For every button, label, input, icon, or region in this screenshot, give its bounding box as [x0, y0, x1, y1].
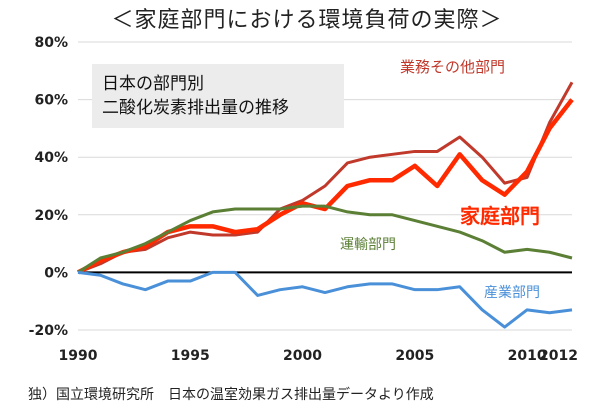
y-tick-label: 0%: [44, 265, 68, 281]
page-title: ＜家庭部門における環境負荷の実際＞: [111, 8, 503, 33]
chart-annotation-box: 日本の部門別 二酸化炭素排出量の推移: [92, 64, 344, 128]
x-tick-label: 2005: [395, 348, 434, 364]
y-tick-label: 20%: [34, 208, 68, 224]
series-label-business: 業務その他部門: [400, 58, 506, 76]
annotation-line-2: 二酸化炭素排出量の推移: [102, 98, 289, 118]
x-tick-label: 2012: [539, 348, 578, 364]
series-line-business: [77, 81, 574, 274]
y-tick-label: -20%: [29, 323, 68, 339]
x-tick-label: 1995: [171, 348, 210, 364]
series-label-industry: 産業部門: [484, 285, 540, 301]
x-tick-label: 2000: [283, 348, 322, 364]
x-tick-label: 1990: [59, 348, 98, 364]
x-tick-label: 2010: [508, 348, 547, 364]
series-label-household: 家庭部門: [460, 204, 540, 228]
series-line-transport: [77, 204, 573, 274]
y-tick-label: 40%: [34, 150, 68, 166]
y-tick-label: 60%: [34, 93, 68, 109]
series-line-industry: [77, 270, 573, 329]
annotation-line-1: 日本の部門別: [102, 74, 204, 94]
source-note: 独）国立環境研究所 日本の温室効果ガス排出量データより作成: [28, 387, 434, 403]
y-tick-label: 80%: [34, 35, 68, 51]
series-label-transport: 運輸部門: [340, 237, 396, 253]
